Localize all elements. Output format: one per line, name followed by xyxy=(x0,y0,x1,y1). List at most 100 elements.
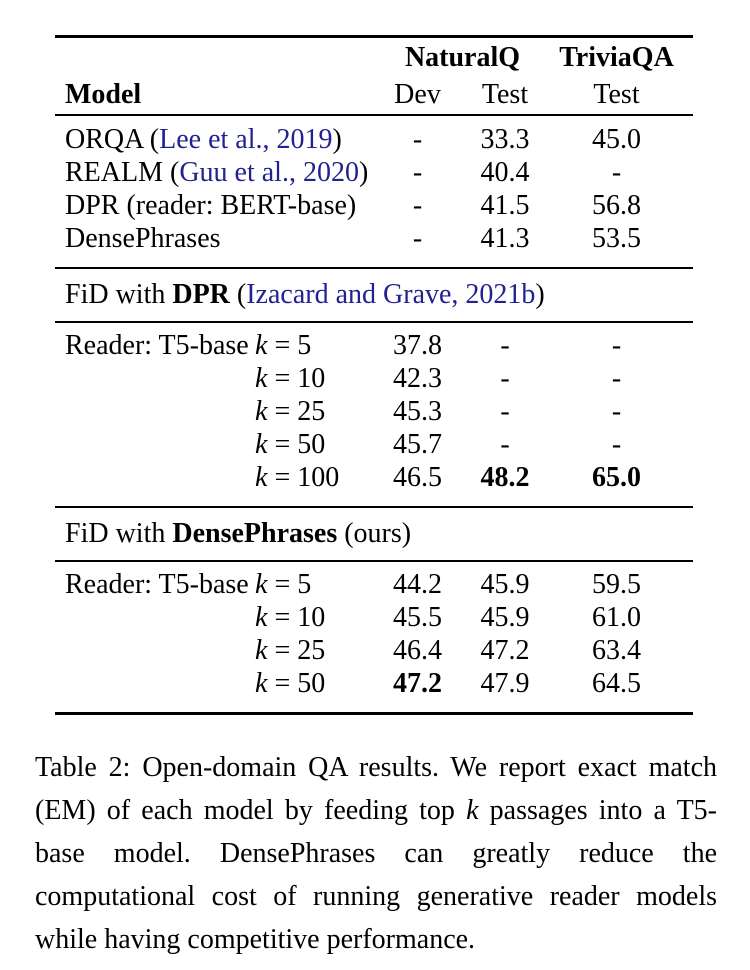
dev-value: 45.5 xyxy=(393,602,442,633)
nq-test-value: 48.2 xyxy=(480,462,530,493)
k-cell: k = 50 xyxy=(255,428,375,461)
tqa-test-value: 64.5 xyxy=(592,668,641,699)
table-midrule xyxy=(55,506,693,508)
model-cell: ORQA (Lee et al., 2019) xyxy=(65,123,375,156)
dev-value: - xyxy=(412,157,423,188)
citation-link[interactable]: Lee et al., 2019 xyxy=(159,124,333,155)
fid-dpr-block: Reader: T5-base k = 5 37.8 - - k = 10 42… xyxy=(55,323,693,506)
table-midrule xyxy=(55,114,693,116)
dev-value: - xyxy=(412,124,423,155)
nq-test-value: 40.4 xyxy=(480,157,530,188)
dev-value: 47.2 xyxy=(393,668,442,699)
section-prefix: FiD with xyxy=(65,279,173,310)
section-model-bold: DPR xyxy=(172,279,230,310)
k-value: = 10 xyxy=(267,363,326,394)
section-header-fid-densephrases: FiD with DensePhrases (ours) xyxy=(55,508,693,560)
section-prefix: FiD with xyxy=(65,518,173,549)
k-value: = 5 xyxy=(267,569,312,600)
nq-test-value: 33.3 xyxy=(480,124,530,155)
k-cell: k = 10 xyxy=(255,601,375,634)
dev-value: - xyxy=(412,223,423,254)
reader-label: Reader: T5-base xyxy=(65,330,249,361)
table-row: k = 10 45.5 45.9 61.0 xyxy=(55,601,693,634)
model-name-close: ) xyxy=(358,157,369,188)
tqa-test-value: - xyxy=(611,429,622,460)
nq-test-value: - xyxy=(500,363,510,394)
model-cell: REALM (Guu et al., 2020) xyxy=(65,156,375,189)
k-symbol: k xyxy=(255,668,268,699)
tqa-test-value: 53.5 xyxy=(592,223,641,254)
table-bottomrule xyxy=(55,712,693,715)
results-table: NaturalQ TriviaQA Model Dev Test Test OR… xyxy=(55,35,693,715)
header-test-nq: Test xyxy=(481,79,529,110)
table-row: Reader: T5-base k = 5 37.8 - - xyxy=(55,329,693,362)
citation-link[interactable]: Izacard and Grave, 2021b xyxy=(246,279,536,310)
model-cell: DPR (reader: BERT-base) xyxy=(65,189,375,222)
reader-label-empty xyxy=(65,634,255,667)
table-midrule xyxy=(55,267,693,269)
dev-value: 37.8 xyxy=(393,330,442,361)
tqa-test-value: - xyxy=(611,330,622,361)
dev-value: - xyxy=(412,190,423,221)
reader-label-empty xyxy=(65,601,255,634)
reader-label-empty xyxy=(65,667,255,700)
k-value: = 50 xyxy=(267,429,326,460)
model-name: DensePhrases xyxy=(65,223,221,254)
tqa-test-value: 63.4 xyxy=(592,635,641,666)
table-row: k = 100 46.5 48.2 65.0 xyxy=(55,461,693,494)
reader-label-empty xyxy=(65,362,255,395)
header-dev: Dev xyxy=(394,79,441,110)
header-group-triviaqa: TriviaQA xyxy=(559,42,674,73)
reader-label-empty xyxy=(65,395,255,428)
section-mid: (ours) xyxy=(337,518,412,549)
k-symbol: k xyxy=(255,396,268,427)
k-symbol: k xyxy=(255,635,268,666)
caption-k-symbol: k xyxy=(466,795,479,826)
reader-label-empty xyxy=(65,428,255,461)
k-symbol: k xyxy=(255,462,268,493)
tqa-test-value: - xyxy=(611,157,622,188)
model-name-close: ) xyxy=(332,124,342,155)
table-caption: Table 2: Open-domain QA results. We repo… xyxy=(35,746,717,961)
reader-label: Reader: T5-base xyxy=(65,569,249,600)
k-symbol: k xyxy=(255,330,268,361)
model-name: ORQA ( xyxy=(65,124,160,155)
k-value: = 5 xyxy=(267,330,312,361)
dev-value: 45.3 xyxy=(393,396,442,427)
k-cell: k = 25 xyxy=(255,634,375,667)
nq-test-value: 41.5 xyxy=(480,190,530,221)
nq-test-value: 45.9 xyxy=(480,602,530,633)
table-row: k = 50 47.2 47.9 64.5 xyxy=(55,667,693,700)
tqa-test-value: 61.0 xyxy=(592,602,641,633)
dev-value: 45.7 xyxy=(393,429,442,460)
k-value: = 10 xyxy=(267,602,326,633)
k-cell: k = 100 xyxy=(255,461,375,494)
k-symbol: k xyxy=(255,602,268,633)
table-row: k = 10 42.3 - - xyxy=(55,362,693,395)
table-midrule xyxy=(55,321,693,323)
model-name: DPR (reader: BERT-base) xyxy=(65,190,357,221)
table-row: k = 25 45.3 - - xyxy=(55,395,693,428)
nq-test-value: - xyxy=(500,330,510,361)
baseline-block: ORQA (Lee et al., 2019) - 33.3 45.0 REAL… xyxy=(55,116,693,267)
header-model: Model xyxy=(65,79,142,110)
tqa-test-value: - xyxy=(611,363,622,394)
table-row: Reader: T5-base k = 5 44.2 45.9 59.5 xyxy=(55,568,693,601)
nq-test-value: 45.9 xyxy=(480,569,530,600)
k-value: = 100 xyxy=(267,462,340,493)
k-symbol: k xyxy=(255,363,268,394)
reader-label-empty xyxy=(65,461,255,494)
section-mid: ( xyxy=(229,279,247,310)
section-close: ) xyxy=(535,279,545,310)
table-row: DPR (reader: BERT-base) - 41.5 56.8 xyxy=(55,189,693,222)
fid-densephrases-block: Reader: T5-base k = 5 44.2 45.9 59.5 k =… xyxy=(55,562,693,712)
model-cell: DensePhrases xyxy=(65,222,375,255)
dev-value: 44.2 xyxy=(393,569,442,600)
section-model-bold: DensePhrases xyxy=(172,518,338,549)
header-group-row: NaturalQ TriviaQA xyxy=(55,38,693,75)
table-toprule xyxy=(55,35,693,38)
citation-link[interactable]: Guu et al., 2020 xyxy=(179,157,359,188)
table-row: REALM (Guu et al., 2020) - 40.4 - xyxy=(55,156,693,189)
k-symbol: k xyxy=(255,569,268,600)
nq-test-value: 41.3 xyxy=(480,223,530,254)
